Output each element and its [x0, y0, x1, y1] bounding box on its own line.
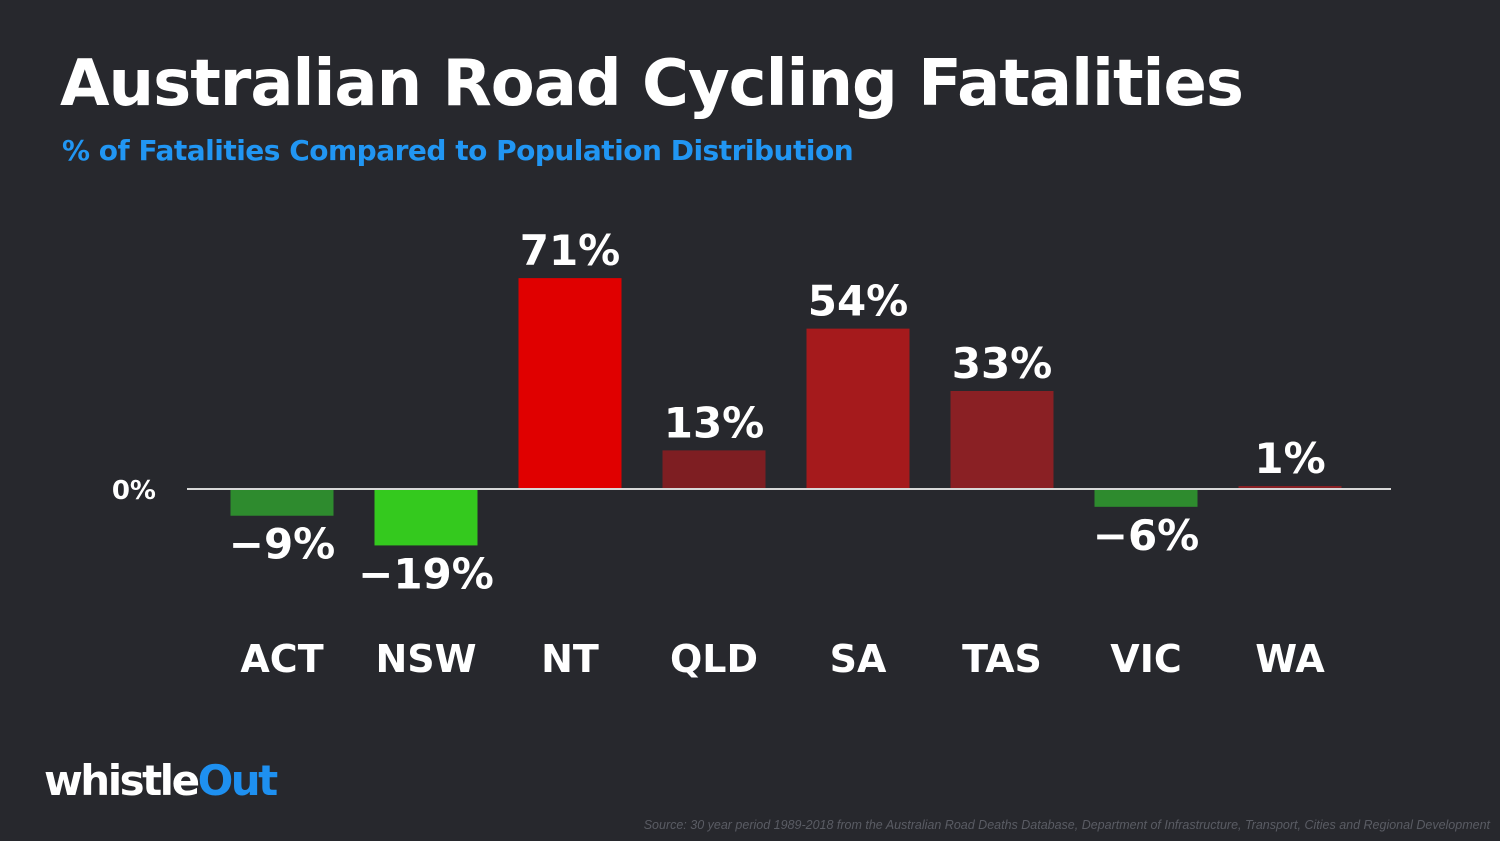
category-label-wa: WA — [1255, 637, 1325, 681]
whistleout-logo: whistleOut — [44, 756, 279, 805]
category-label-nsw: NSW — [375, 637, 476, 681]
data-label-tas: 33% — [952, 339, 1053, 388]
bar-sa — [806, 328, 910, 489]
bar-nsw — [374, 489, 478, 546]
data-label-qld: 13% — [664, 398, 765, 447]
data-label-wa: 1% — [1254, 434, 1325, 483]
bar-wa — [1238, 486, 1342, 489]
bar-tas — [950, 390, 1054, 489]
category-label-act: ACT — [240, 637, 323, 681]
logo-text-whistle: whistle — [44, 756, 200, 805]
category-label-tas: TAS — [962, 637, 1042, 681]
bar-qld — [662, 450, 766, 489]
zero-axis-label: 0% — [112, 476, 156, 506]
chart-subtitle: % of Fatalities Compared to Population D… — [62, 134, 854, 167]
chart-title: Australian Road Cycling Fatalities — [60, 47, 1244, 121]
category-label-sa: SA — [830, 637, 887, 681]
data-label-nsw: −19% — [358, 549, 494, 598]
source-note: Source: 30 year period 1989-2018 from th… — [643, 818, 1490, 832]
data-label-nt: 71% — [520, 226, 621, 275]
logo-text-out: Out — [197, 756, 279, 805]
category-label-vic: VIC — [1110, 637, 1181, 681]
bar-nt — [518, 278, 622, 489]
category-label-nt: NT — [541, 637, 599, 681]
data-label-act: −9% — [229, 520, 336, 569]
data-label-sa: 54% — [808, 277, 909, 326]
bar-act — [230, 489, 334, 516]
category-label-qld: QLD — [670, 637, 758, 681]
data-label-vic: −6% — [1093, 511, 1200, 560]
bar-vic — [1094, 489, 1198, 507]
